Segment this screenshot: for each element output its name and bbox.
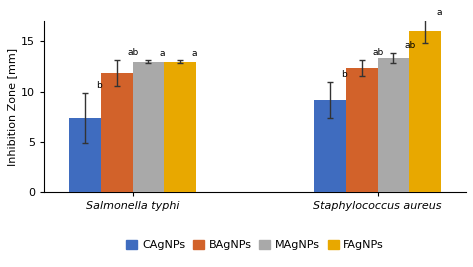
Bar: [70, 118, 101, 192]
Text: ab: ab: [404, 41, 416, 50]
Bar: [132, 62, 164, 192]
Text: b: b: [96, 81, 102, 90]
Bar: [164, 62, 196, 192]
Bar: [409, 32, 441, 192]
Text: a: a: [159, 49, 165, 58]
Bar: [315, 100, 346, 192]
Text: ab: ab: [128, 48, 139, 57]
Text: ab: ab: [373, 48, 384, 57]
Text: b: b: [341, 70, 347, 79]
Bar: [377, 58, 409, 192]
Bar: [101, 73, 132, 192]
Text: a: a: [436, 8, 441, 17]
Text: a: a: [191, 49, 197, 58]
Legend: CAgNPs, BAgNPs, MAgNPs, FAgNPs: CAgNPs, BAgNPs, MAgNPs, FAgNPs: [122, 235, 388, 255]
Y-axis label: Inhibition Zone [mm]: Inhibition Zone [mm]: [7, 48, 17, 166]
Bar: [346, 68, 377, 192]
